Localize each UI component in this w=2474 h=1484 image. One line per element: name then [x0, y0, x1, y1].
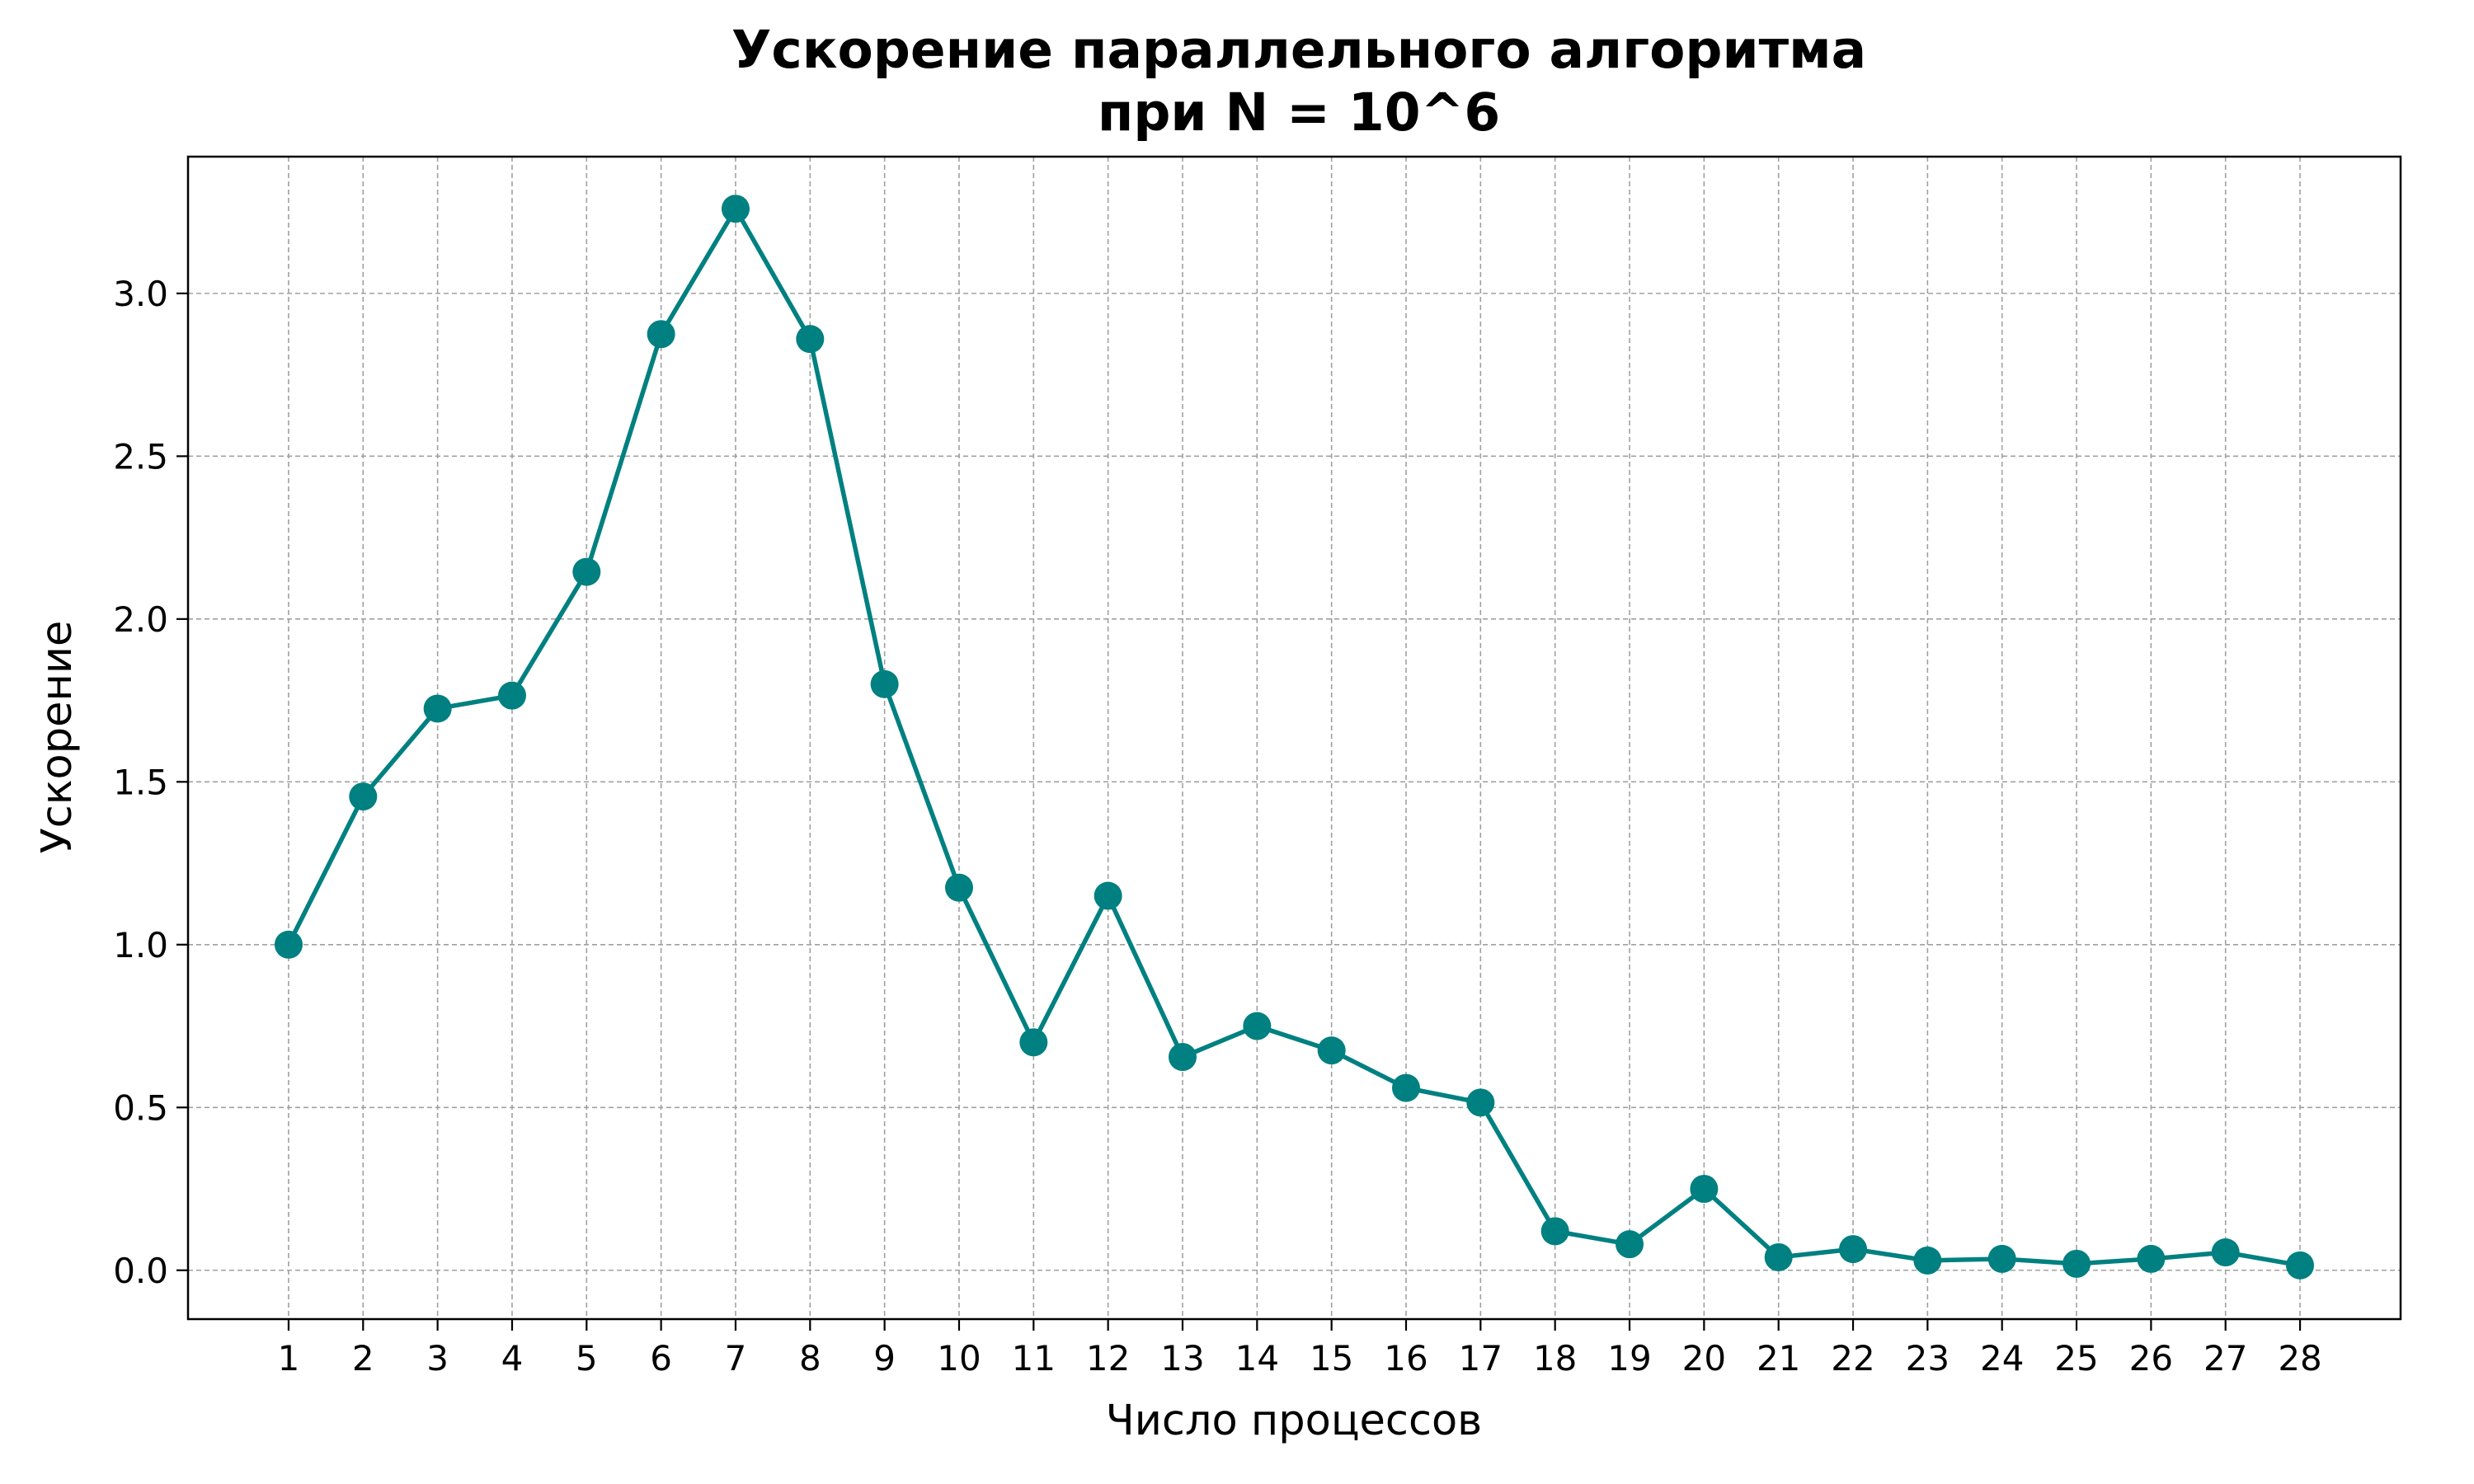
chart-title: Ускорение параллельного алгоритма	[731, 20, 1866, 80]
x-tick-label: 13	[1160, 1338, 1204, 1378]
data-point	[796, 325, 825, 354]
ticks: 1 2 3 4 5 6 7 8 9 10 11 12 13 14 15 16 17 18 19 20 21 22 23 24 2…	[113, 274, 2322, 1378]
y-tick-label: 1.0	[113, 925, 168, 965]
y-tick-label: 2.5	[113, 436, 168, 477]
x-tick-label: 24	[1980, 1338, 2024, 1378]
data-point	[1243, 1012, 1272, 1040]
data-point	[1690, 1175, 1719, 1204]
x-tick-label: 27	[2204, 1338, 2247, 1378]
series-layer	[274, 195, 2315, 1280]
data-point	[1392, 1073, 1421, 1102]
x-tick-label: 11	[1012, 1338, 1056, 1378]
data-point	[423, 694, 452, 723]
chart-subtitle: при N = 10^6	[1098, 82, 1500, 143]
data-point	[870, 669, 899, 698]
data-point	[1019, 1028, 1048, 1057]
x-tick-label: 9	[873, 1338, 896, 1378]
x-tick-label: 1	[278, 1338, 300, 1378]
y-tick-label: 2.0	[113, 599, 168, 640]
y-axis-label: Ускорение	[33, 621, 82, 854]
data-point	[647, 320, 675, 349]
x-tick-label: 20	[1682, 1338, 1726, 1378]
x-tick-label: 26	[2129, 1338, 2173, 1378]
y-tick-label: 1.5	[113, 762, 168, 802]
x-tick-label: 25	[2054, 1338, 2098, 1378]
grid	[188, 157, 2401, 1319]
data-point	[1913, 1246, 1942, 1275]
x-tick-label: 8	[799, 1338, 821, 1378]
data-point	[1987, 1244, 2016, 1273]
data-point	[1616, 1230, 1644, 1259]
data-point	[1764, 1242, 1793, 1271]
data-point	[497, 681, 526, 710]
data-point	[1540, 1217, 1569, 1246]
x-tick-label: 10	[937, 1338, 981, 1378]
data-point	[1094, 881, 1122, 910]
data-point	[1317, 1036, 1346, 1065]
data-point	[721, 195, 750, 223]
data-point	[944, 873, 973, 902]
y-tick-label: 0.0	[113, 1251, 168, 1291]
data-point	[2286, 1251, 2315, 1280]
x-tick-label: 12	[1086, 1338, 1130, 1378]
data-point	[572, 557, 601, 586]
x-tick-label: 5	[576, 1338, 598, 1378]
x-tick-label: 6	[650, 1338, 672, 1378]
x-tick-label: 22	[1831, 1338, 1874, 1378]
data-point	[1466, 1088, 1495, 1117]
x-tick-label: 19	[1607, 1338, 1651, 1378]
data-point	[1168, 1043, 1197, 1072]
data-point	[1839, 1235, 1868, 1264]
x-tick-label: 17	[1459, 1338, 1503, 1378]
series-line	[286, 206, 2301, 1268]
x-tick-label: 4	[501, 1338, 524, 1378]
x-tick-label: 14	[1235, 1338, 1279, 1378]
x-tick-label: 23	[1906, 1338, 1950, 1378]
data-point	[2062, 1249, 2091, 1278]
x-axis-label: Число процессов	[1106, 1397, 1483, 1445]
x-tick-label: 16	[1384, 1338, 1427, 1378]
y-tick-label: 0.5	[113, 1087, 168, 1128]
x-tick-label: 2	[352, 1338, 374, 1378]
x-tick-label: 21	[1757, 1338, 1800, 1378]
x-tick-label: 18	[1533, 1338, 1577, 1378]
x-tick-label: 15	[1310, 1338, 1353, 1378]
data-point	[349, 782, 378, 811]
x-tick-label: 28	[2278, 1338, 2321, 1378]
plot-frame	[186, 155, 2402, 1321]
data-point	[2137, 1244, 2166, 1273]
data-point	[2211, 1238, 2240, 1267]
x-tick-label: 7	[725, 1338, 747, 1378]
data-point	[274, 930, 303, 959]
x-tick-label: 3	[426, 1338, 449, 1378]
y-tick-label: 3.0	[113, 274, 168, 314]
